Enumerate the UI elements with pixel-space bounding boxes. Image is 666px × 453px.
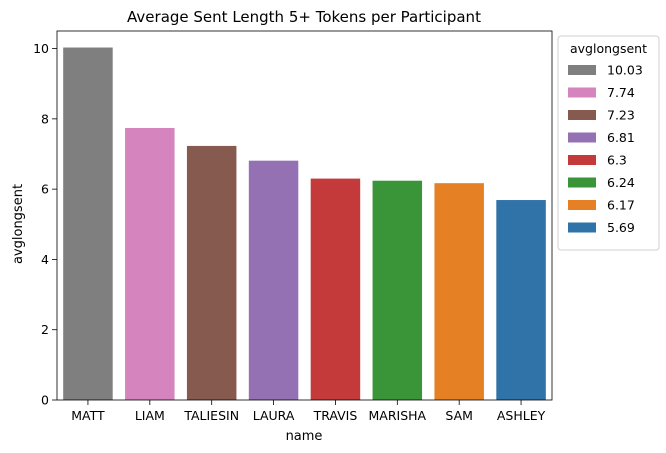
bar-matt — [63, 47, 113, 401]
x-tick-label-liam: LIAM — [135, 408, 165, 423]
legend-entry-label: 5.69 — [607, 220, 635, 235]
x-tick-label-taliesin: TALIESIN — [183, 408, 239, 423]
legend-swatch — [568, 200, 596, 210]
legend-entry-label: 6.3 — [607, 153, 627, 168]
legend-swatch — [568, 65, 596, 75]
bar-marisha — [372, 180, 423, 400]
bar-liam — [125, 127, 175, 401]
x-tick-label-marisha: MARISHA — [369, 408, 427, 423]
legend-swatch — [568, 155, 596, 165]
x-tick-label-matt: MATT — [71, 408, 105, 423]
y-tick-label: 8 — [41, 111, 49, 126]
legend: avglongsent 10.03 7.74 7.23 6.81 6.3 6.24 6.17 5… — [557, 35, 660, 251]
bar-sam — [434, 183, 484, 400]
chart-title: Average Sent Length 5+ Tokens per Partic… — [127, 8, 481, 26]
legend-title: avglongsent — [570, 41, 647, 56]
legend-entry-label: 10.03 — [607, 63, 643, 78]
y-tick-label: 10 — [33, 41, 49, 56]
bar-laura — [248, 160, 299, 400]
x-tick-label-ashley: ASHLEY — [497, 408, 546, 423]
x-tick-label-sam: SAM — [445, 408, 473, 423]
y-tick-label: 6 — [41, 182, 49, 197]
legend-swatch — [568, 177, 596, 188]
legend-entry-label: 7.74 — [607, 85, 635, 100]
axes-frame — [56, 30, 553, 401]
legend-swatch — [568, 110, 596, 120]
x-axis-label: name — [286, 429, 323, 444]
legend-swatch — [568, 132, 596, 143]
legend-entry-label: 7.23 — [607, 108, 635, 123]
x-tick-label-laura: LAURA — [253, 408, 295, 423]
bar-taliesin — [186, 145, 237, 400]
y-tick-label: 4 — [41, 252, 49, 267]
legend-swatch — [568, 222, 596, 233]
plot-area: 0 2 4 6 8 10 MATT LIAM TALIESIN LAURA TRAVIS MARISH… — [33, 30, 553, 423]
legend-entry-label: 6.17 — [607, 198, 635, 213]
bar-ashley — [496, 200, 546, 400]
bar-travis — [310, 178, 361, 400]
legend-entry-label: 6.24 — [607, 175, 635, 190]
y-tick-label: 2 — [41, 322, 49, 337]
x-tick-label-travis: TRAVIS — [313, 408, 358, 423]
legend-entry-label: 6.81 — [607, 130, 635, 145]
legend-swatch — [568, 87, 596, 98]
y-tick-label: 0 — [41, 393, 49, 408]
y-axis-label: avglongsent — [11, 184, 26, 264]
